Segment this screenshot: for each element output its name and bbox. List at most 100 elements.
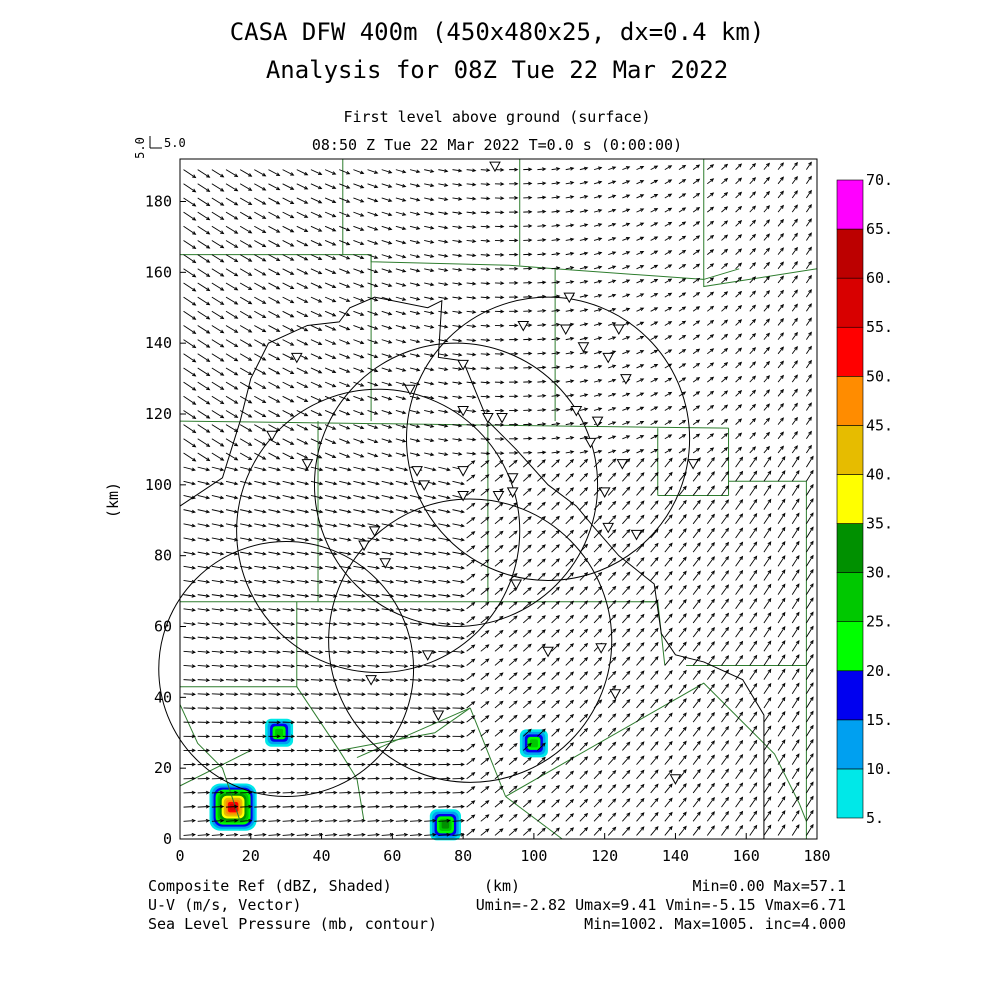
wind-vector <box>211 720 225 725</box>
wind-vector-shaft <box>551 408 560 411</box>
wind-vector-head <box>403 565 409 570</box>
wind-vector-shaft <box>353 537 365 541</box>
wind-vector-head <box>403 622 409 626</box>
wind-vector <box>325 579 338 584</box>
wind-vector-shaft <box>650 434 658 440</box>
wind-vector <box>579 657 589 666</box>
wind-vector-head <box>446 579 451 584</box>
wind-vector-head <box>555 799 560 804</box>
wind-vector-shaft <box>650 364 658 369</box>
wind-vector-head <box>290 664 296 668</box>
wind-vector-head <box>499 544 504 549</box>
wind-vector <box>197 197 211 207</box>
wind-vector-head <box>432 495 437 500</box>
wind-vector-head <box>262 495 267 500</box>
wind-vector-head <box>430 339 435 343</box>
wind-vector-head <box>304 762 310 767</box>
wind-vector-head <box>332 312 337 317</box>
wind-vector <box>367 183 379 189</box>
wind-vector-shaft <box>310 806 323 808</box>
wind-vector-head <box>584 628 589 633</box>
wind-vector-head <box>668 769 673 774</box>
wind-vector-head <box>374 255 379 259</box>
wind-vector <box>183 523 196 528</box>
wind-vector <box>381 325 393 330</box>
wind-vector <box>650 236 659 241</box>
wind-vector-head <box>460 565 465 570</box>
wind-vector-head <box>346 340 351 345</box>
wind-vector <box>523 436 533 441</box>
wind-vector-head <box>611 237 617 241</box>
wind-vector-head <box>639 265 645 269</box>
wind-vector <box>410 706 423 711</box>
wind-vector-head <box>361 748 366 753</box>
wind-vector-head <box>626 528 631 534</box>
wind-vector-head <box>191 692 196 697</box>
wind-vector-shaft <box>381 834 394 836</box>
wind-vector-head <box>555 827 560 832</box>
wind-vector <box>452 225 463 230</box>
wind-vector-shaft <box>579 280 588 284</box>
wind-vector <box>183 776 196 781</box>
wind-vector <box>254 804 267 809</box>
wind-vector-head <box>276 818 281 823</box>
wind-vector-head <box>318 185 323 190</box>
wind-vector <box>339 565 352 570</box>
wind-vector-head <box>569 251 575 256</box>
wind-vector <box>579 572 589 581</box>
wind-vector-head <box>418 523 423 528</box>
wind-vector-head <box>485 545 490 550</box>
wind-vector <box>240 790 253 795</box>
wind-vector <box>593 515 603 525</box>
wind-vector-shaft <box>466 395 476 398</box>
wind-vector-shaft <box>494 516 504 525</box>
wind-vector-shaft <box>579 436 588 440</box>
wind-vector-head <box>555 770 560 775</box>
wind-vector-head <box>432 523 437 528</box>
wind-vector <box>508 743 518 751</box>
wind-vector <box>211 353 225 362</box>
wind-vector <box>636 420 645 426</box>
wind-vector-shaft <box>607 529 616 539</box>
wind-vector-head <box>389 734 395 739</box>
wind-vector-shaft <box>480 282 490 285</box>
wind-vector <box>296 551 310 556</box>
radar-range-ring <box>236 388 521 674</box>
wind-vector-head <box>611 251 617 255</box>
wind-vector-head <box>375 790 380 795</box>
wind-vector-head <box>192 259 197 264</box>
wind-vector <box>565 473 575 482</box>
wind-vector-shaft <box>395 424 406 428</box>
wind-vector <box>197 183 211 192</box>
wind-vector-head <box>304 481 310 486</box>
wind-vector-shaft <box>522 700 532 709</box>
wind-vector <box>664 726 673 737</box>
wind-vector-shaft <box>367 325 378 330</box>
wind-vector-shaft <box>608 450 616 454</box>
wind-vector-head <box>432 678 437 683</box>
wind-vector <box>636 392 645 397</box>
wind-vector-head <box>319 692 324 697</box>
wind-vector <box>509 380 519 384</box>
wind-vector-shaft <box>324 509 337 513</box>
wind-vector <box>240 579 253 584</box>
wind-vector <box>424 537 437 542</box>
wind-vector-shaft <box>480 687 489 695</box>
wind-vector-head <box>290 299 295 304</box>
wind-vector-head <box>361 804 366 809</box>
wind-vector-shaft <box>424 211 434 215</box>
wind-vector-shaft <box>551 714 560 723</box>
wind-vector-head <box>206 273 211 277</box>
wind-vector-shaft <box>537 813 546 822</box>
wind-vector-shaft <box>579 572 588 581</box>
wind-vector <box>438 818 451 823</box>
wind-vector-head <box>444 282 449 286</box>
wind-vector-shaft <box>239 367 252 375</box>
wind-vector <box>197 225 211 235</box>
wind-vector-shaft <box>381 608 394 611</box>
wind-vector <box>537 209 547 214</box>
wind-vector <box>225 395 239 404</box>
wind-vector-shaft <box>367 806 379 808</box>
wind-vector-shaft <box>494 757 504 765</box>
wind-vector-head <box>653 208 659 212</box>
